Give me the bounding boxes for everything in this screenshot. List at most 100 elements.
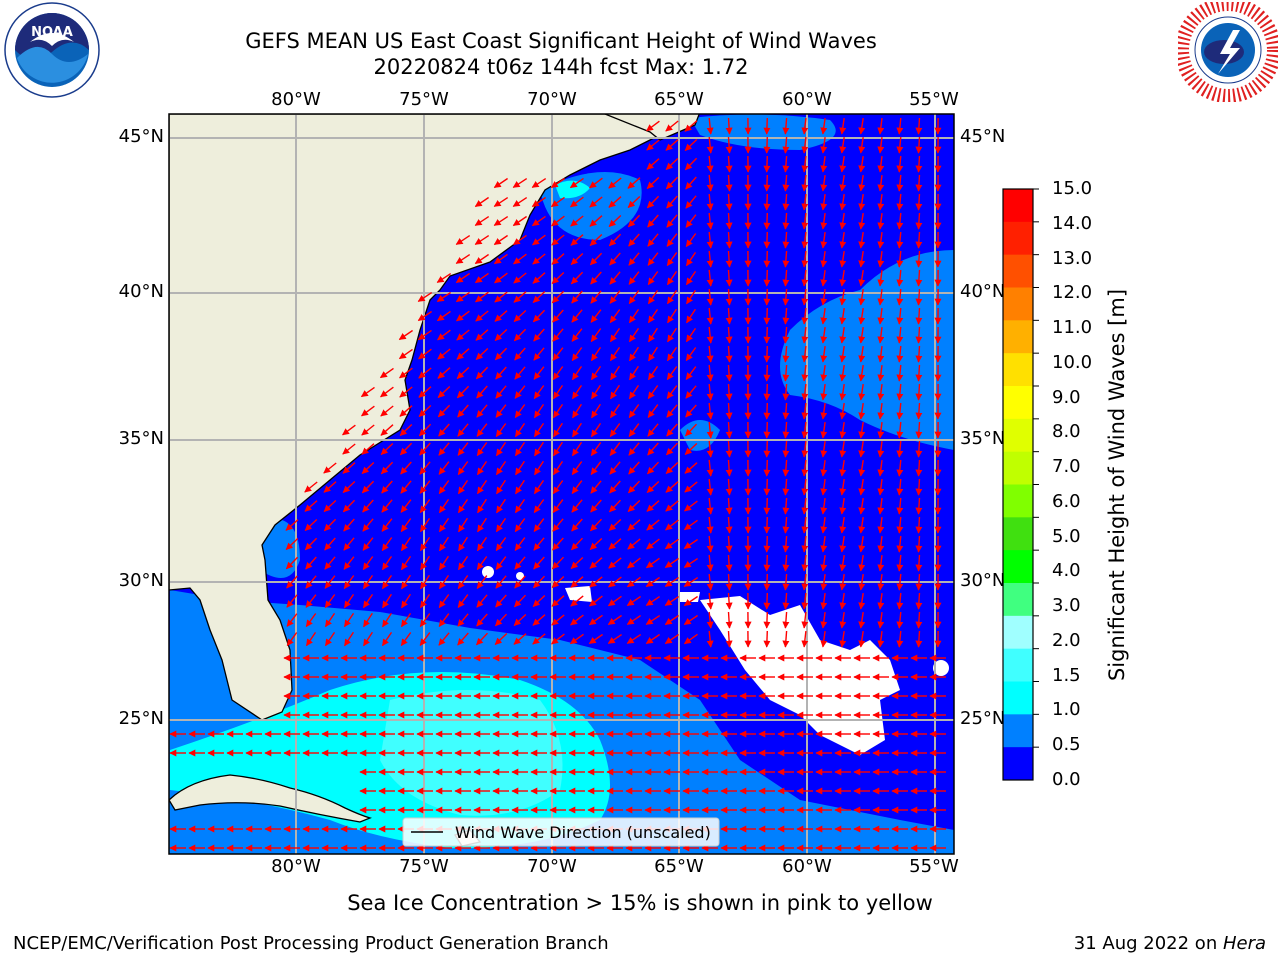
wave-direction-arrow <box>801 441 809 458</box>
wave-direction-arrow <box>858 250 866 268</box>
wave-direction-arrow <box>877 517 885 534</box>
wave-direction-arrow <box>666 271 678 286</box>
colorbar-tick-label: 15.0 <box>1052 178 1093 199</box>
wave-direction-arrow <box>820 631 828 648</box>
wave-direction-arrow <box>896 174 904 192</box>
wave-direction-arrow <box>381 537 393 552</box>
wave-direction-arrow <box>608 576 622 588</box>
wave-direction-arrow <box>323 499 337 513</box>
wave-direction-arrow <box>342 443 356 455</box>
wave-direction-arrow <box>552 461 564 476</box>
wave-direction-arrow <box>589 576 603 588</box>
wave-direction-arrow <box>858 288 866 306</box>
wave-direction-arrow <box>820 194 828 211</box>
wave-direction-arrow <box>590 347 602 362</box>
wave-direction-arrow <box>512 178 528 188</box>
wave-direction-arrow <box>820 403 828 420</box>
wave-direction-arrow <box>588 633 603 645</box>
wave-direction-arrow <box>456 348 470 360</box>
wave-direction-arrow <box>858 421 866 439</box>
wave-direction-arrow <box>839 345 847 363</box>
wave-direction-arrow <box>514 556 526 570</box>
wave-direction-arrow <box>801 251 809 268</box>
wave-direction-arrow <box>438 461 450 475</box>
wave-direction-arrow <box>571 290 583 304</box>
wave-direction-arrow <box>877 498 885 515</box>
wave-direction-arrow <box>475 632 489 646</box>
wave-direction-arrow <box>286 632 298 647</box>
wave-direction-arrow <box>801 232 809 249</box>
wave-direction-arrow <box>457 556 469 571</box>
wave-direction-arrow <box>763 345 771 363</box>
wave-direction-arrow <box>896 611 904 629</box>
wave-direction-arrow <box>513 328 527 342</box>
wave-direction-arrow <box>591 384 601 400</box>
wave-direction-arrow <box>782 383 790 401</box>
wave-direction-arrow <box>683 595 698 607</box>
wave-direction-arrow <box>915 402 923 420</box>
wave-direction-arrow <box>782 155 790 173</box>
wave-direction-arrow <box>362 518 374 532</box>
wave-direction-arrow <box>839 383 847 401</box>
wave-direction-arrow <box>514 575 526 589</box>
wave-direction-arrow <box>476 594 488 608</box>
lat-label-left: 35°N <box>118 428 164 449</box>
wave-direction-arrow <box>763 231 771 249</box>
wave-direction-arrow <box>725 440 733 458</box>
wave-direction-arrow <box>455 291 470 303</box>
wave-direction-arrow <box>285 519 299 531</box>
wave-direction-arrow <box>588 614 603 626</box>
colorbar-tick-label: 12.0 <box>1052 282 1093 304</box>
wave-direction-arrow <box>858 117 866 135</box>
wave-direction-arrow <box>915 326 923 344</box>
lon-label-top: 60°W <box>782 89 832 110</box>
wave-direction-arrow <box>820 612 828 629</box>
wave-direction-arrow <box>782 592 790 610</box>
wave-direction-arrow <box>664 538 679 550</box>
wave-direction-arrow <box>915 174 923 192</box>
wave-direction-arrow <box>628 404 640 419</box>
wave-direction-arrow <box>839 516 847 534</box>
wave-direction-arrow <box>571 347 583 362</box>
wave-direction-arrow <box>571 480 583 494</box>
wave-direction-arrow <box>915 516 923 534</box>
wave-direction-arrow <box>399 442 413 456</box>
wave-direction-arrow <box>725 136 733 154</box>
lon-label-top: 75°W <box>399 89 449 110</box>
wave-direction-arrow <box>839 136 847 154</box>
wave-direction-arrow <box>685 385 697 399</box>
lat-label-left: 30°N <box>118 570 164 591</box>
wave-direction-arrow <box>706 592 714 610</box>
wave-direction-arrow <box>494 328 508 342</box>
wave-direction-arrow <box>915 269 923 287</box>
wave-direction-arrow <box>763 326 771 344</box>
wave-direction-arrow <box>820 384 828 401</box>
wave-direction-arrow <box>626 634 642 644</box>
wave-direction-arrow <box>820 270 828 287</box>
wave-direction-arrow <box>495 423 507 438</box>
wave-direction-arrow <box>589 595 603 607</box>
wave-direction-arrow <box>420 555 430 571</box>
wave-direction-arrow <box>666 347 678 362</box>
wave-direction-arrow <box>419 480 431 494</box>
wave-direction-arrow <box>570 215 584 227</box>
land-areas <box>169 114 700 847</box>
wave-direction-arrow <box>626 615 641 625</box>
wave-direction-arrow <box>551 234 565 246</box>
wave-direction-arrow <box>533 556 545 570</box>
wave-direction-arrow <box>342 480 356 494</box>
colorbar-tick-label: 0.5 <box>1052 734 1081 756</box>
wave-direction-arrow <box>801 593 809 610</box>
colorbar-tick-label: 13.0 <box>1052 247 1093 269</box>
wave-direction-arrow <box>684 157 698 171</box>
wave-direction-arrow <box>763 421 771 439</box>
wave-direction-arrow <box>684 442 698 456</box>
wave-direction-arrow <box>646 500 660 512</box>
wave-direction-arrow <box>455 235 471 245</box>
wave-direction-arrow <box>552 366 564 381</box>
wave-direction-arrow <box>782 345 790 363</box>
wave-direction-arrow <box>782 402 790 420</box>
wave-direction-arrow <box>589 537 603 551</box>
nws-logo <box>1178 2 1278 102</box>
lat-label-left: 45°N <box>118 126 164 147</box>
